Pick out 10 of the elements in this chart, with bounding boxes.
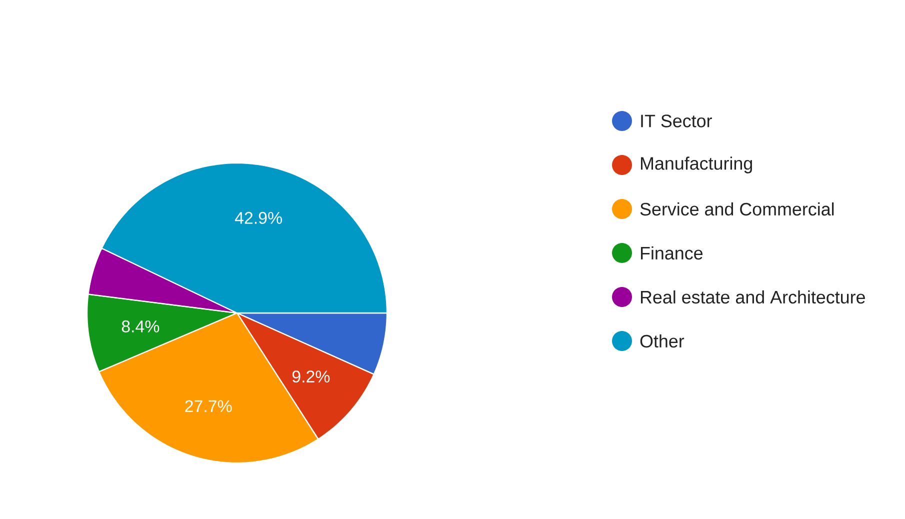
- data-label: 8.4%: [122, 320, 160, 332]
- legend-label: Manufacturing: [640, 156, 752, 174]
- legend-label: Service and Commercial: [640, 202, 834, 216]
- legend-label: Finance: [640, 246, 703, 260]
- data-label: 27.7%: [185, 400, 232, 412]
- legend-label: Other: [640, 334, 684, 348]
- legend-label: Real estate and Architecture: [640, 290, 865, 304]
- data-label: 9.2%: [292, 370, 330, 383]
- legend-label: IT Sector: [641, 114, 712, 128]
- data-label: 42.9%: [234, 212, 282, 224]
